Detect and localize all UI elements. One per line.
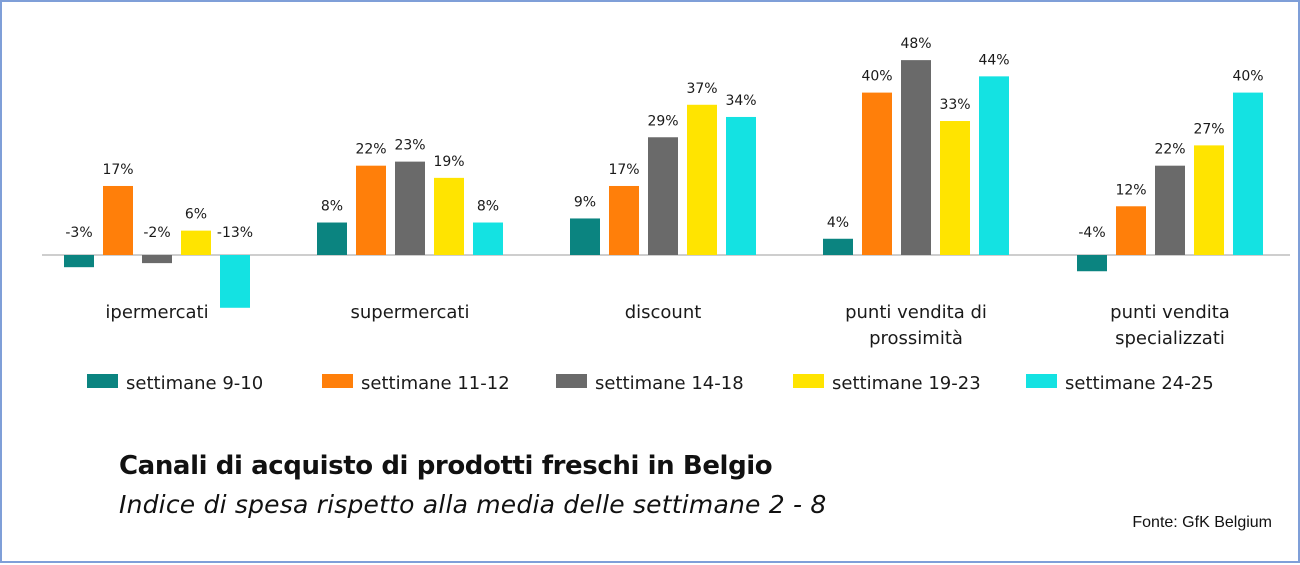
bar (1077, 255, 1107, 272)
bar (940, 121, 970, 256)
legend-label: settimane 19-23 (832, 373, 981, 394)
data-label: 17% (102, 162, 133, 178)
legend-swatch (1026, 374, 1057, 388)
chart-source: Fonte: GfK Belgium (1132, 514, 1272, 531)
bar (220, 255, 250, 308)
category-label: specializzati (1115, 328, 1225, 349)
bar (395, 161, 425, 255)
bar (181, 230, 211, 255)
data-label: 34% (725, 93, 756, 109)
data-label: 33% (939, 97, 970, 113)
data-label: -13% (217, 225, 253, 241)
chart-subtitle: Indice di spesa rispetto alla media dell… (119, 490, 827, 519)
chart-title: Canali di acquisto di prodotti freschi i… (119, 451, 773, 481)
data-label: 8% (321, 199, 343, 215)
bar (103, 185, 133, 255)
bar (979, 76, 1009, 255)
legend-label: settimane 9-10 (126, 373, 263, 394)
category-label: supermercati (351, 302, 470, 323)
bar (901, 60, 931, 256)
data-label: -3% (65, 225, 92, 241)
category-label: ipermercati (105, 302, 208, 323)
bar (142, 255, 172, 264)
data-label: 40% (861, 69, 892, 85)
legend-label: settimane 24-25 (1065, 373, 1214, 394)
data-label: -2% (143, 225, 170, 241)
data-label: 22% (355, 142, 386, 158)
data-label: 12% (1115, 182, 1146, 198)
legend-swatch (793, 374, 824, 388)
data-label: 22% (1154, 142, 1185, 158)
data-label: 48% (900, 36, 931, 52)
category-label: punti vendita (1110, 302, 1230, 323)
legend-label: settimane 14-18 (595, 373, 744, 394)
bar (1233, 92, 1263, 255)
bar (687, 104, 717, 255)
bar (473, 222, 503, 255)
data-label: 29% (647, 113, 678, 129)
data-label: -4% (1078, 225, 1105, 241)
bar (609, 185, 639, 255)
category-label: discount (625, 302, 702, 323)
category-label: prossimità (869, 328, 963, 349)
bar (823, 238, 853, 255)
data-label: 4% (827, 215, 849, 231)
category-label: punti vendita di (845, 302, 987, 323)
legend-swatch (556, 374, 587, 388)
bar (356, 165, 386, 255)
data-label: 44% (978, 52, 1009, 68)
bar (1116, 206, 1146, 255)
data-label: 40% (1232, 69, 1263, 85)
data-label: 6% (185, 207, 207, 223)
data-label: 27% (1193, 121, 1224, 137)
data-label: 8% (477, 199, 499, 215)
bar (64, 255, 94, 268)
bar (1155, 165, 1185, 255)
legend-swatch (87, 374, 118, 388)
bar (1194, 145, 1224, 255)
data-label: 17% (608, 162, 639, 178)
bar (570, 218, 600, 255)
legend-label: settimane 11-12 (361, 373, 510, 394)
bar (726, 116, 756, 256)
bar (648, 137, 678, 255)
bar (434, 177, 464, 255)
data-label: 23% (394, 138, 425, 154)
data-label: 37% (686, 81, 717, 97)
data-label: 9% (574, 194, 596, 210)
data-label: 19% (433, 154, 464, 170)
legend-swatch (322, 374, 353, 388)
bar (862, 92, 892, 255)
bar (317, 222, 347, 255)
